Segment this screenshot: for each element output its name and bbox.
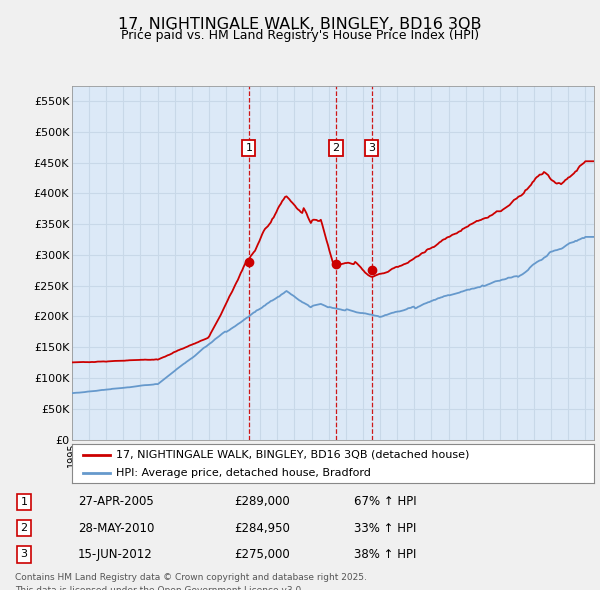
Text: 17, NIGHTINGALE WALK, BINGLEY, BD16 3QB (detached house): 17, NIGHTINGALE WALK, BINGLEY, BD16 3QB … [116, 450, 470, 460]
Text: 67% ↑ HPI: 67% ↑ HPI [354, 495, 416, 508]
Text: 38% ↑ HPI: 38% ↑ HPI [354, 548, 416, 561]
Text: HPI: Average price, detached house, Bradford: HPI: Average price, detached house, Brad… [116, 468, 371, 478]
Text: 15-JUN-2012: 15-JUN-2012 [78, 548, 153, 561]
Text: 33% ↑ HPI: 33% ↑ HPI [354, 522, 416, 535]
Text: 27-APR-2005: 27-APR-2005 [78, 495, 154, 508]
Text: Price paid vs. HM Land Registry's House Price Index (HPI): Price paid vs. HM Land Registry's House … [121, 30, 479, 42]
Text: 3: 3 [20, 549, 28, 559]
Text: 2: 2 [332, 143, 340, 153]
Text: 28-MAY-2010: 28-MAY-2010 [78, 522, 154, 535]
Text: 17, NIGHTINGALE WALK, BINGLEY, BD16 3QB: 17, NIGHTINGALE WALK, BINGLEY, BD16 3QB [118, 17, 482, 31]
Text: £289,000: £289,000 [234, 495, 290, 508]
Text: £284,950: £284,950 [234, 522, 290, 535]
Text: 3: 3 [368, 143, 375, 153]
Text: Contains HM Land Registry data © Crown copyright and database right 2025.
This d: Contains HM Land Registry data © Crown c… [15, 573, 367, 590]
Text: £275,000: £275,000 [234, 548, 290, 561]
Text: 2: 2 [20, 523, 28, 533]
Text: 1: 1 [20, 497, 28, 507]
Text: 1: 1 [245, 143, 253, 153]
